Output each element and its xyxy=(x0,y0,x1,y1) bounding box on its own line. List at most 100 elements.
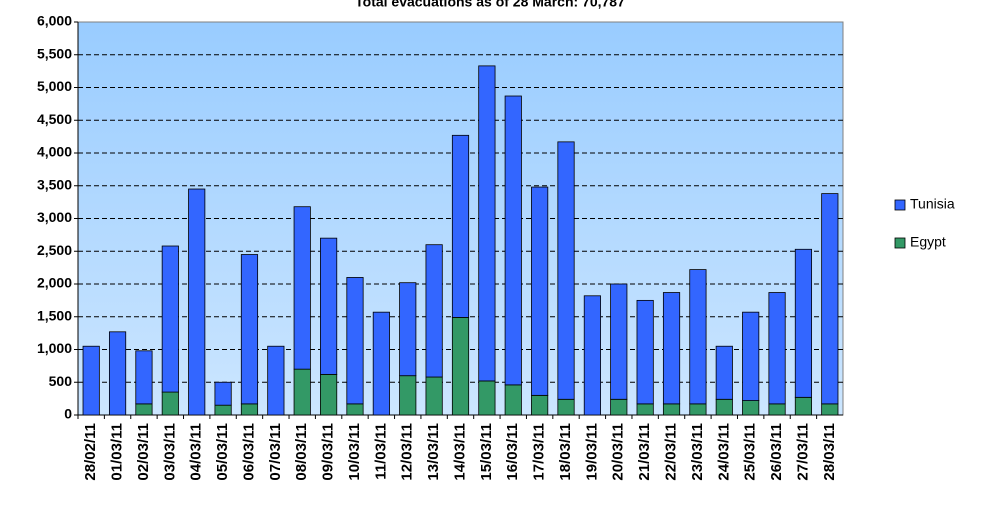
bar-segment xyxy=(240,403,259,416)
x-tick-label: 20/03/11 xyxy=(610,423,627,481)
x-tick-label: 08/03/11 xyxy=(293,423,310,481)
bar-segment xyxy=(214,404,232,416)
y-tick-label: 0 xyxy=(64,406,72,422)
x-tick-label: 11/03/11 xyxy=(372,423,389,480)
bar-segment xyxy=(557,398,575,416)
bar-segment xyxy=(135,350,153,405)
x-tick-label: 04/03/11 xyxy=(188,423,205,481)
bar-segment xyxy=(742,400,760,416)
x-tick-label: 15/03/11 xyxy=(478,423,495,481)
bar-segment xyxy=(821,403,839,416)
x-tick-label: 14/03/11 xyxy=(451,423,468,481)
bar-segment xyxy=(768,403,786,416)
bar-segment xyxy=(214,381,232,406)
bar-segment xyxy=(689,403,707,416)
bar-segment xyxy=(583,295,601,416)
chart-title: Total evacuations as of 28 March: 70,787 xyxy=(355,0,625,10)
bar-segment xyxy=(715,345,733,400)
y-tick-label: 2,000 xyxy=(37,275,72,291)
y-tick-label: 1,000 xyxy=(37,340,72,356)
x-tick-label: 27/03/11 xyxy=(794,423,811,481)
x-tick-label: 10/03/11 xyxy=(346,423,363,481)
bar-segment xyxy=(821,193,839,405)
legend-label: Tunisia xyxy=(910,196,955,212)
bar-segment xyxy=(689,269,707,405)
bar-segment xyxy=(557,141,575,400)
bar-segment xyxy=(425,244,443,378)
bar-segment xyxy=(425,376,443,416)
bar-segment xyxy=(188,188,206,416)
x-tick-label: 21/03/11 xyxy=(636,423,653,481)
bar-segment xyxy=(478,380,496,416)
y-tick-label: 4,000 xyxy=(37,144,72,160)
y-tick-label: 3,500 xyxy=(37,176,72,192)
x-tick-label: 16/03/11 xyxy=(504,423,521,481)
bar-segment xyxy=(320,237,338,375)
bar-segment xyxy=(372,311,390,416)
bar-segment xyxy=(662,403,681,416)
x-tick-label: 12/03/11 xyxy=(399,423,416,481)
bar-segment xyxy=(399,282,417,377)
x-tick-label: 28/02/11 xyxy=(82,423,99,481)
bar-segment xyxy=(504,384,522,416)
bar-segment xyxy=(320,373,338,416)
x-tick-label: 01/03/11 xyxy=(109,423,126,481)
bar-segment xyxy=(636,299,654,405)
x-tick-label: 18/03/11 xyxy=(557,423,574,481)
bar-segment xyxy=(531,394,549,416)
bar-segment xyxy=(610,398,628,416)
bar-segment xyxy=(794,248,813,398)
bar-segment xyxy=(346,403,364,416)
bar-segment xyxy=(478,65,496,382)
y-tick-label: 6,000 xyxy=(37,13,72,29)
bar-segment xyxy=(161,391,179,416)
bar-segment xyxy=(504,95,522,386)
x-tick-label: 17/03/11 xyxy=(531,423,548,481)
y-tick-label: 4,500 xyxy=(37,111,72,127)
bar-segment xyxy=(610,283,628,400)
bar-segment xyxy=(742,311,760,401)
y-tick-label: 5,500 xyxy=(37,45,72,61)
x-tick-label: 13/03/11 xyxy=(425,423,442,481)
bar-segment xyxy=(135,403,153,416)
bar-segment xyxy=(451,317,470,416)
y-tick-label: 1,500 xyxy=(37,307,72,323)
x-tick-label: 03/03/11 xyxy=(161,423,178,481)
x-tick-label: 26/03/11 xyxy=(768,423,785,481)
bar-segment xyxy=(346,277,364,405)
y-tick-label: 5,000 xyxy=(37,78,72,94)
x-tick-label: 09/03/11 xyxy=(320,423,337,481)
bar-segment xyxy=(108,331,127,416)
bar-segment xyxy=(768,292,786,405)
bar-segment xyxy=(293,206,311,370)
bar-segment xyxy=(451,134,470,318)
bar-segment xyxy=(531,186,549,396)
x-tick-label: 19/03/11 xyxy=(583,423,600,481)
bar-segment xyxy=(399,375,417,416)
x-tick-label: 25/03/11 xyxy=(742,423,759,481)
x-tick-label: 28/03/11 xyxy=(821,423,838,481)
bar-segment xyxy=(267,345,285,416)
bar-segment xyxy=(161,245,179,393)
x-tick-label: 05/03/11 xyxy=(214,423,231,481)
bar-segment xyxy=(794,396,813,416)
x-tick-label: 22/03/11 xyxy=(663,423,680,481)
legend-swatch xyxy=(894,237,906,249)
bar-segment xyxy=(662,292,681,405)
y-tick-label: 500 xyxy=(49,373,73,389)
y-tick-label: 3,000 xyxy=(37,209,72,225)
bar-segment xyxy=(82,345,100,416)
bar-segment xyxy=(636,403,654,416)
bar-segment xyxy=(715,398,733,416)
legend-label: Egypt xyxy=(910,234,946,250)
x-tick-label: 07/03/11 xyxy=(267,423,284,481)
x-tick-label: 23/03/11 xyxy=(689,423,706,481)
bar-segment xyxy=(293,368,311,416)
legend-swatch xyxy=(894,199,906,211)
x-tick-label: 02/03/11 xyxy=(135,423,152,481)
bar-segment xyxy=(240,254,259,405)
x-tick-label: 24/03/11 xyxy=(715,423,732,481)
y-tick-label: 2,500 xyxy=(37,242,72,258)
x-tick-label: 06/03/11 xyxy=(240,423,257,481)
